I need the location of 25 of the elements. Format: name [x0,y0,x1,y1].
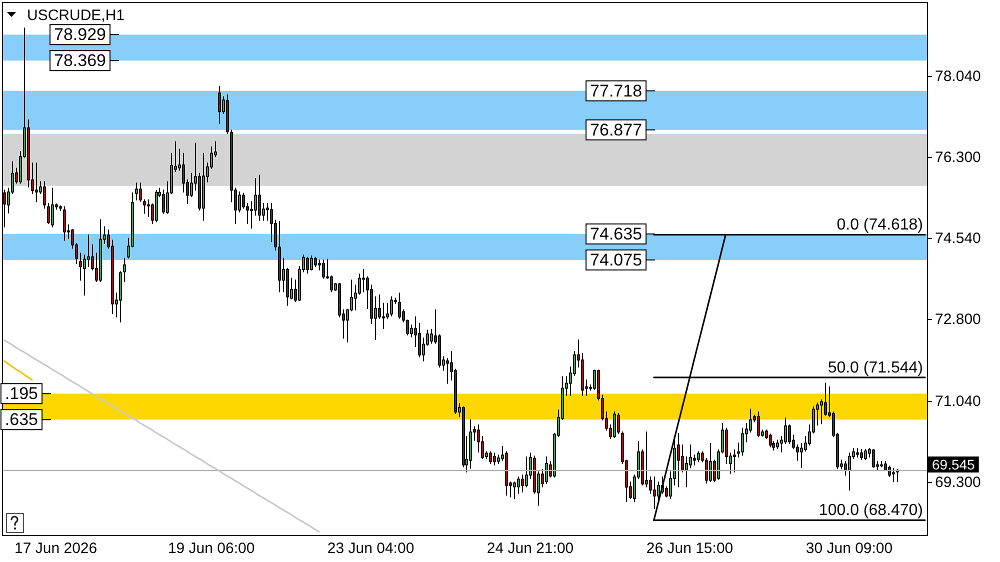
annotation: 74.635 [590,224,642,244]
y-tick-label: 72.800 [935,311,981,328]
x-tick-label: 23 Jun 04:00 [327,540,414,557]
annotation: 78.929 [54,25,106,44]
ref-line-label: 69.545 [932,456,976,472]
chart-title: USCRUDE,H1 [27,7,125,24]
y-tick-label: 69.300 [935,474,981,491]
series-label: 100.0 (68.470) [818,502,924,520]
series-label: 50.0 (71.544) [828,359,924,376]
x-tick-label: 26 Jun 15:00 [646,540,734,557]
annotation: .635 [4,410,38,430]
annotation: 77.718 [590,81,642,100]
x-tick-label: 17 Jun 2026 [14,540,98,557]
annotation: .195 [4,384,38,404]
y-tick-label: 74.540 [935,230,981,247]
x-tick-label: 30 Jun 09:00 [806,540,893,557]
y-tick-label: 76.300 [935,149,981,166]
y-tick-label: 71.040 [935,393,981,410]
annotation: 76.877 [590,120,642,140]
x-tick-label: 24 Jun 21:00 [486,540,574,557]
annotation: 78.369 [54,51,106,70]
series-label: 0.0 (74.618) [836,216,924,234]
annotation: 74.075 [590,250,642,270]
x-tick-label: 19 Jun 06:00 [168,540,255,557]
y-tick-label: 78.040 [935,68,981,85]
